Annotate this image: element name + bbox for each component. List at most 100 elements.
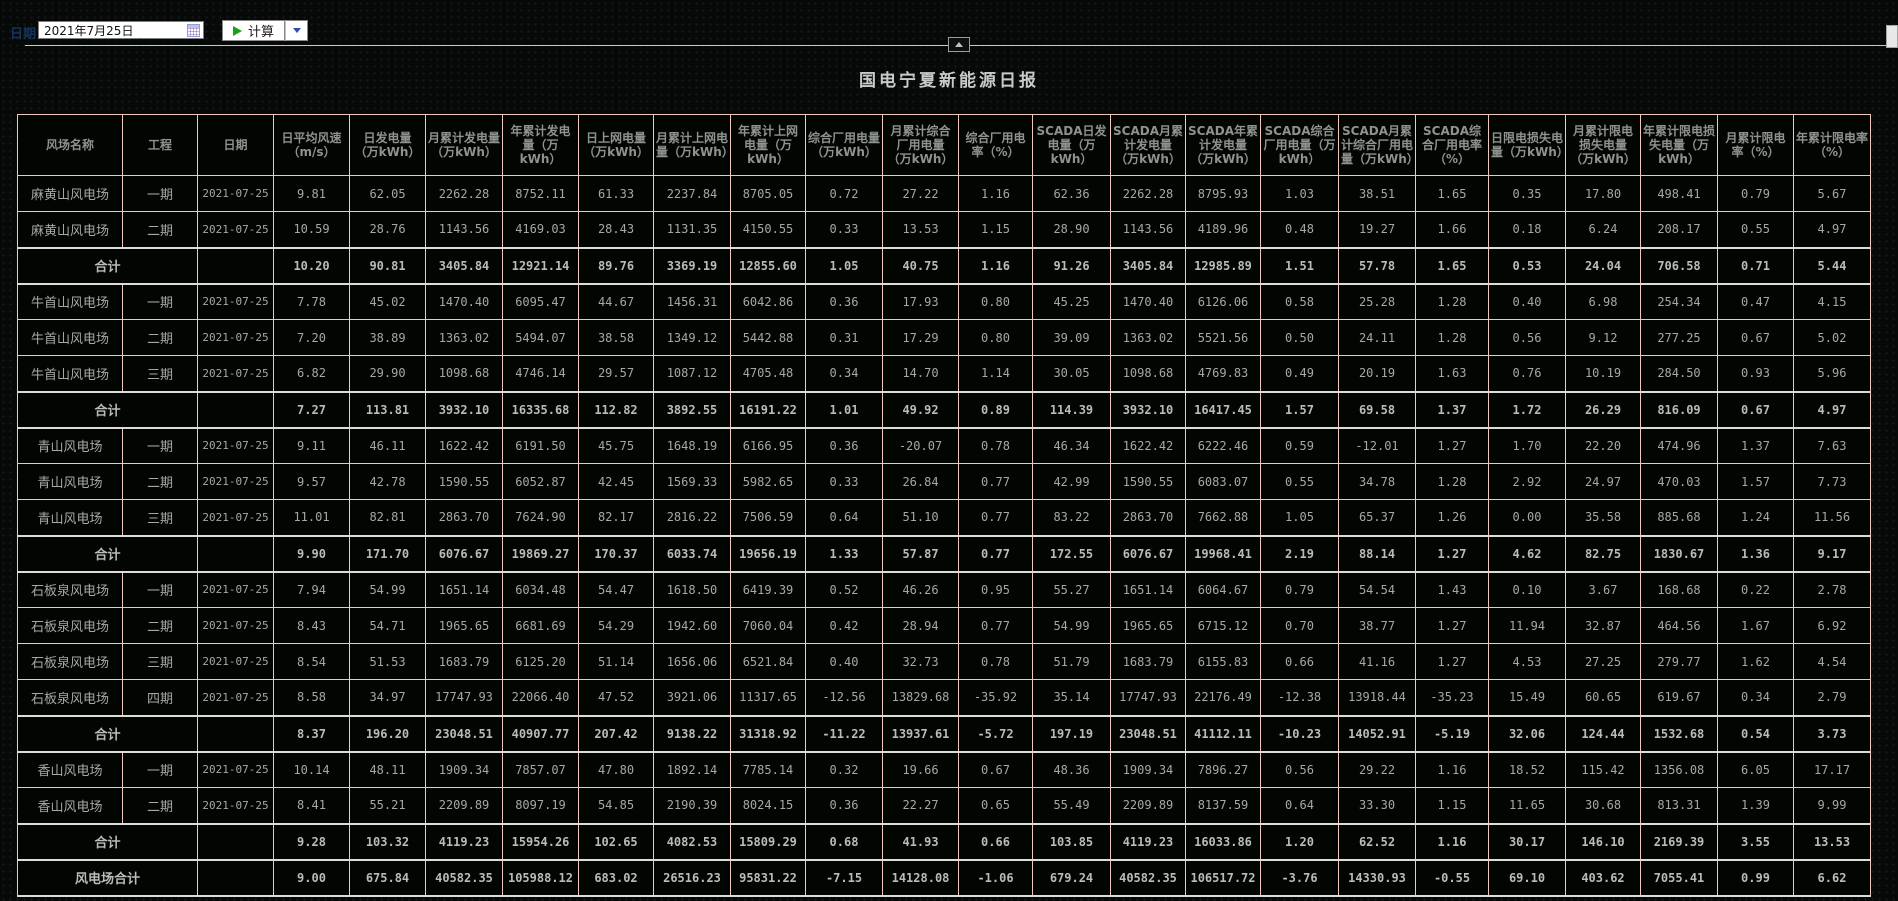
table-cell: 13937.61: [882, 714, 959, 753]
table-cell: 7896.27: [1185, 751, 1261, 788]
table-cell: 0.36: [805, 427, 883, 464]
date-input[interactable]: 2021年7月25日: [38, 21, 204, 39]
table-cell: 54.71: [349, 607, 426, 644]
table-cell: 464.56: [1640, 607, 1718, 644]
table-cell: 6.98: [1565, 283, 1641, 320]
table-cell: 0.52: [805, 571, 883, 608]
table-cell: 34.78: [1338, 463, 1416, 500]
table-cell: 6126.06: [1185, 283, 1261, 320]
calendar-icon[interactable]: [187, 23, 200, 37]
table-cell: 1.27: [1415, 534, 1489, 573]
table-cell: 31318.92: [730, 714, 806, 753]
table-cell: 0.33: [805, 211, 883, 248]
table-cell: 1356.08: [1640, 751, 1718, 788]
table-cell: 15.49: [1488, 679, 1566, 716]
table-cell: 0.77: [958, 463, 1033, 500]
table-cell: 3405.84: [1110, 246, 1186, 285]
table-cell: 46.11: [349, 427, 426, 464]
table-cell: 2237.84: [653, 175, 731, 212]
table-cell: 112.82: [578, 390, 654, 429]
table-cell: 9.81: [273, 175, 350, 212]
table-cell: 1.62: [1717, 643, 1794, 680]
table-cell: 683.02: [578, 858, 654, 897]
table-cell: 19.27: [1338, 211, 1416, 248]
calculate-button-label: 计算: [248, 25, 275, 40]
farm-name-cell: 石板泉风电场: [17, 643, 123, 680]
table-cell: 39.09: [1032, 319, 1111, 356]
table-cell: 24.11: [1338, 319, 1416, 356]
play-icon: [233, 25, 242, 36]
table-cell: 1.39: [1717, 787, 1794, 824]
table-cell: 1683.79: [1110, 643, 1186, 680]
table-cell: 19869.27: [502, 534, 579, 573]
date-value: 2021年7月25日: [44, 23, 134, 38]
table-cell: 14052.91: [1338, 714, 1416, 753]
table-cell: 197.19: [1032, 714, 1111, 753]
table-cell: 2021-07-25: [197, 427, 274, 464]
table-cell: 一期: [122, 283, 198, 320]
table-cell: 1569.33: [653, 463, 731, 500]
table-cell: 一期: [122, 571, 198, 608]
table-cell: 0.67: [1717, 390, 1794, 429]
table-cell: 42.45: [578, 463, 654, 500]
table-cell: 6083.07: [1185, 463, 1261, 500]
table-cell: 0.93: [1717, 355, 1794, 392]
column-header: 年累计发电量（万kWh）: [502, 114, 579, 176]
table-cell: 1909.34: [425, 751, 503, 788]
table-cell: -35.23: [1415, 679, 1489, 716]
table-head: 风场名称 工程 日期 日平均风速（m/s） 日发电量（万kWh） 月累计发电量（万kWh）…: [17, 114, 1871, 176]
table-cell: 1.66: [1415, 211, 1489, 248]
table-cell: 48.11: [349, 751, 426, 788]
table-cell: -12.56: [805, 679, 883, 716]
table-cell: 0.89: [958, 390, 1033, 429]
table-cell: 4082.53: [653, 822, 731, 861]
table-cell: 1349.12: [653, 319, 731, 356]
table-cell: 1656.06: [653, 643, 731, 680]
table-cell: 2021-07-25: [197, 607, 274, 644]
table-row: 牛首山风电场 二期 2021-07-25 7.20 38.89 1363.02 5494.0…: [17, 319, 1871, 356]
table-cell: 0.77: [958, 607, 1033, 644]
table-cell: 35.58: [1565, 499, 1641, 536]
column-header: SCADA年累计发电量（万kWh）: [1185, 114, 1261, 176]
table-cell: 470.03: [1640, 463, 1718, 500]
table-cell: 679.24: [1032, 858, 1111, 897]
table-cell: 1098.68: [425, 355, 503, 392]
table-cell: 13.53: [1793, 822, 1871, 861]
table-cell: 2021-07-25: [197, 211, 274, 248]
table-cell: 0.80: [958, 319, 1033, 356]
table-cell: 4.15: [1793, 283, 1871, 320]
table-cell: 14128.08: [882, 858, 959, 897]
table-cell: 95831.22: [730, 858, 806, 897]
calculate-dropdown-button[interactable]: [285, 20, 309, 41]
total-label-cell: 合计: [17, 246, 198, 285]
table-cell: 51.79: [1032, 643, 1111, 680]
table-cell: 2863.70: [425, 499, 503, 536]
table-cell: 45.02: [349, 283, 426, 320]
table-cell: 6125.20: [502, 643, 579, 680]
table-cell: 30.17: [1488, 822, 1566, 861]
table-cell: 1.16: [958, 246, 1033, 285]
table-cell: 11.94: [1488, 607, 1566, 644]
table-cell: 105988.12: [502, 858, 579, 897]
table-cell: 2.19: [1260, 534, 1339, 573]
table-cell: 6715.12: [1185, 607, 1261, 644]
calculate-button[interactable]: 计算: [222, 20, 286, 41]
table-cell: 57.87: [882, 534, 959, 573]
table-row: 牛首山风电场 一期 2021-07-25 7.78 45.02 1470.40 6095.4…: [17, 283, 1871, 320]
right-panel-edge[interactable]: [1886, 25, 1898, 48]
table-cell: 0.10: [1488, 571, 1566, 608]
table-cell: 0.71: [1717, 246, 1794, 285]
table-cell: 45.25: [1032, 283, 1111, 320]
table-cell: 102.65: [578, 822, 654, 861]
table-cell: 34.97: [349, 679, 426, 716]
table-row: 风电场合计 9.00 675.84 40582.35 105988.12 683.02 26…: [17, 858, 1871, 897]
table-cell: 40.75: [882, 246, 959, 285]
table-cell: 6.92: [1793, 607, 1871, 644]
table-row: 香山风电场 一期 2021-07-25 10.14 48.11 1909.34 7857.0…: [17, 751, 1871, 788]
table-cell: 24.97: [1565, 463, 1641, 500]
table-cell: 9.90: [273, 534, 350, 573]
column-header: 月累计限电损失电量（万kWh）: [1565, 114, 1641, 176]
collapse-panel-button[interactable]: [948, 37, 970, 52]
table-cell: 5982.65: [730, 463, 806, 500]
table-cell: 0.78: [958, 427, 1033, 464]
